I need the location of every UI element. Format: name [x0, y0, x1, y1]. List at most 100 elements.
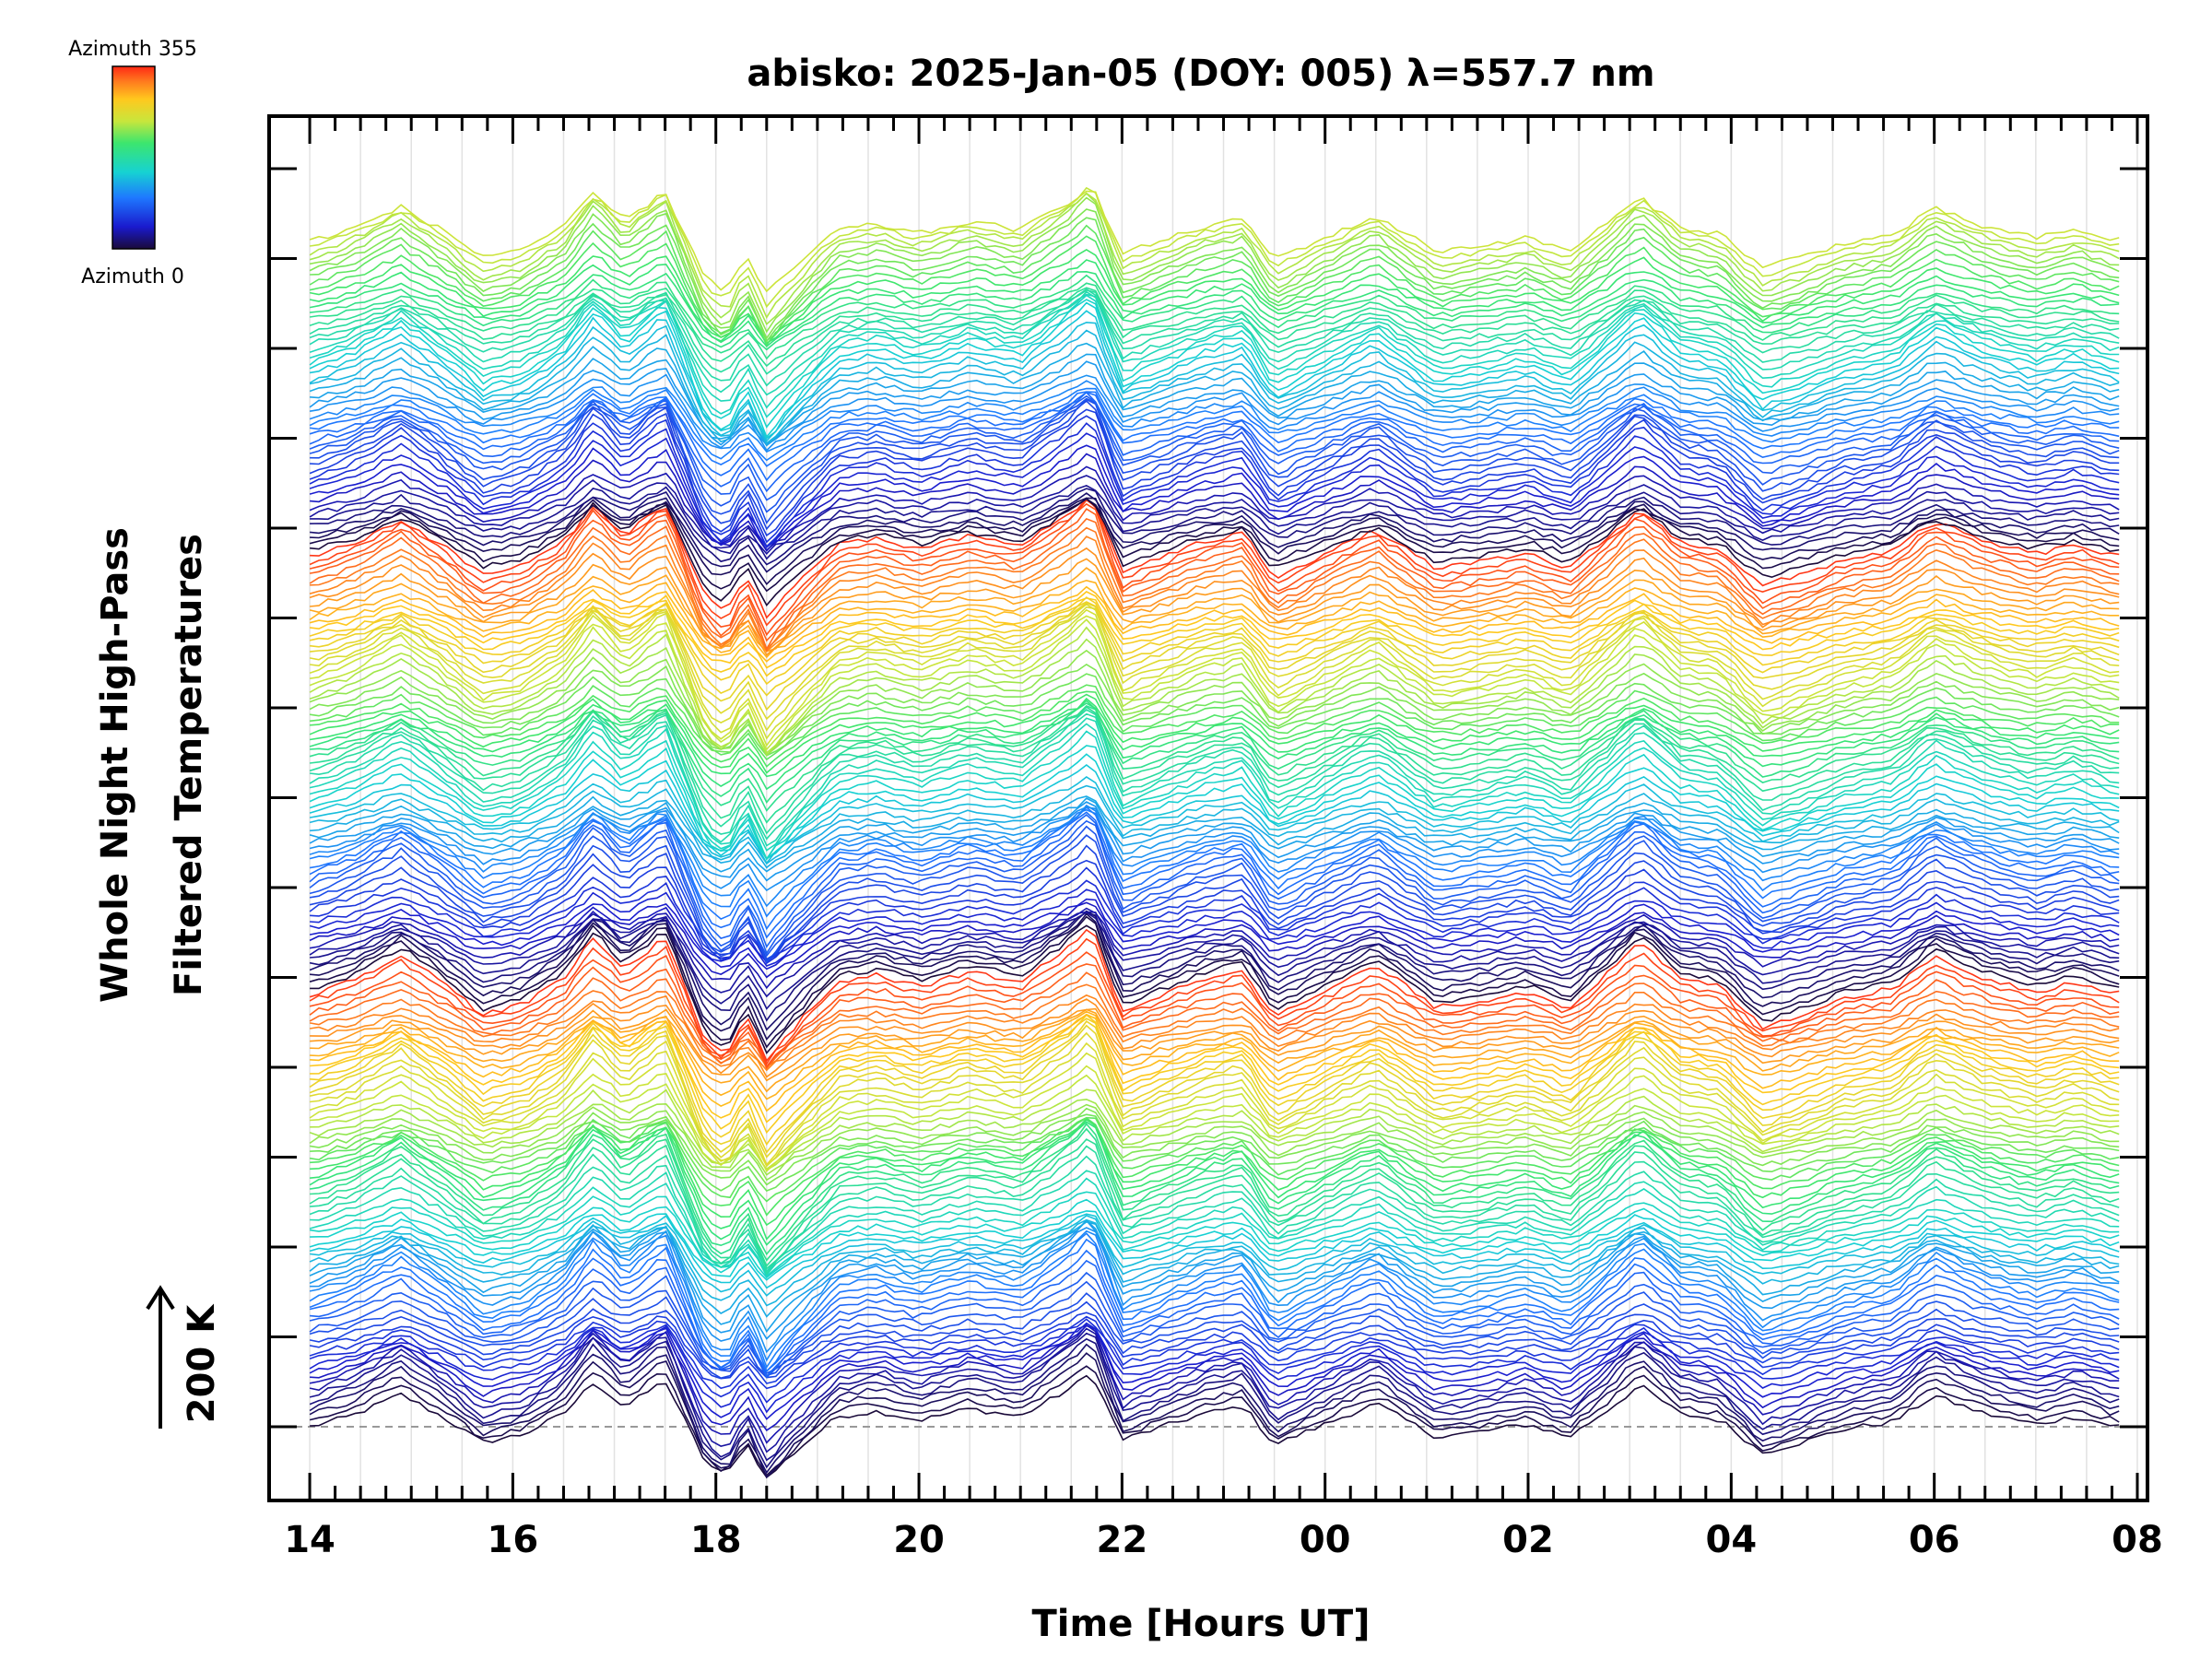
- azimuth-trace: [309, 248, 2120, 347]
- azimuth-trace: [310, 1113, 2120, 1192]
- azimuth-trace: [309, 208, 2120, 340]
- azimuth-trace: [309, 1343, 2120, 1475]
- azimuth-trace: [310, 558, 2120, 656]
- azimuth-trace: [310, 684, 2120, 761]
- colorbar-bottom-label: Azimuth 0: [81, 265, 184, 288]
- azimuth-trace: [309, 196, 2120, 334]
- azimuth-trace: [309, 1219, 2120, 1340]
- azimuth-trace: [310, 1007, 2120, 1082]
- azimuth-trace: [309, 224, 2120, 342]
- azimuth-trace: [309, 235, 2120, 346]
- azimuth-trace: [309, 397, 2120, 513]
- azimuth-trace: [309, 1098, 2120, 1176]
- azimuth-trace: [309, 994, 2120, 1072]
- azimuth-trace: [309, 1232, 2120, 1370]
- azimuth-trace: [309, 422, 2120, 548]
- x-tick-label: 22: [1097, 1519, 1148, 1561]
- azimuth-trace: [309, 1332, 2120, 1462]
- azimuth-trace: [309, 1191, 2120, 1277]
- scale-indicator: 200 K: [146, 1285, 223, 1429]
- azimuth-trace: [309, 535, 2120, 650]
- azimuth-trace: [310, 492, 2120, 573]
- azimuth-trace: [309, 937, 2120, 1065]
- azimuth-trace: [309, 811, 2120, 939]
- azimuth-trace: [309, 391, 2120, 493]
- azimuth-trace: [310, 1041, 2120, 1168]
- azimuth-trace: [309, 1116, 2120, 1203]
- azimuth-trace: [310, 1088, 2120, 1171]
- axis-ticks: [269, 116, 2147, 1500]
- azimuth-trace: [310, 1259, 2120, 1378]
- azimuth-trace: [309, 693, 2120, 774]
- x-axis-label: Time [Hours UT]: [1032, 1603, 1371, 1645]
- azimuth-trace: [310, 1014, 2120, 1124]
- azimuth-trace: [309, 801, 2120, 882]
- azimuth-trace: [309, 907, 2120, 990]
- azimuth-trace: [310, 1117, 2120, 1217]
- traces: [309, 186, 2120, 1479]
- azimuth-trace: [310, 453, 2120, 552]
- azimuth-trace: [309, 415, 2120, 544]
- scale-label: 200 K: [181, 1303, 223, 1423]
- azimuth-trace: [309, 259, 2120, 345]
- azimuth-trace: [309, 844, 2120, 960]
- azimuth-trace: [309, 432, 2120, 548]
- azimuth-trace: [309, 888, 2120, 967]
- azimuth-trace: [309, 321, 2120, 442]
- azimuth-trace: [309, 730, 2120, 861]
- azimuth-trace: [309, 329, 2120, 445]
- azimuth-trace: [309, 1220, 2120, 1318]
- azimuth-trace: [309, 282, 2120, 360]
- azimuth-trace: [309, 1271, 2120, 1379]
- azimuth-trace: [310, 398, 2120, 524]
- azimuth-trace: [309, 1324, 2120, 1444]
- azimuth-trace: [310, 1010, 2120, 1100]
- azimuth-trace: [310, 879, 2120, 963]
- azimuth-trace: [309, 1020, 2120, 1154]
- azimuth-trace: [309, 910, 2120, 1031]
- azimuth-trace: [310, 866, 2120, 965]
- azimuth-trace: [310, 1170, 2120, 1273]
- azimuth-trace: [310, 1227, 2120, 1354]
- azimuth-trace: [309, 915, 2120, 1049]
- azimuth-trace: [309, 784, 2120, 865]
- azimuth-trace: [309, 615, 2120, 747]
- azimuth-trace: [310, 1014, 2120, 1135]
- azimuth-trace: [310, 1324, 2120, 1431]
- azimuth-trace: [310, 1018, 2120, 1147]
- azimuth-trace: [309, 294, 2120, 418]
- azimuth-trace: [309, 1318, 2120, 1404]
- x-tick-label: 04: [1705, 1519, 1757, 1561]
- azimuth-trace: [309, 1103, 2120, 1182]
- x-tick-label: 20: [893, 1519, 945, 1561]
- azimuth-trace: [310, 1118, 2120, 1241]
- x-tick-label: 06: [1909, 1519, 1960, 1561]
- azimuth-trace: [310, 497, 2120, 619]
- azimuth-trace: [310, 1214, 2120, 1297]
- azimuth-trace: [309, 806, 2120, 931]
- chart-title: abisko: 2025-Jan-05 (DOY: 005) λ=557.7 n…: [747, 53, 1654, 95]
- azimuth-trace: [309, 753, 2120, 861]
- x-tick-label: 18: [690, 1519, 742, 1561]
- azimuth-trace: [309, 1218, 2120, 1307]
- azimuth-trace: [309, 1249, 2120, 1373]
- azimuth-trace: [309, 1138, 2120, 1267]
- azimuth-trace: [310, 526, 2120, 653]
- azimuth-trace: [309, 310, 2120, 440]
- scale-arrowhead: [146, 1285, 175, 1311]
- azimuth-trace: [309, 342, 2120, 445]
- azimuth-trace: [309, 971, 2120, 1070]
- azimuth-trace: [309, 391, 2120, 482]
- plot-area: 14 16 18 20 22 00 02 04 06 08: [267, 114, 2163, 1561]
- azimuth-trace: [309, 806, 2120, 892]
- x-tick-label: 08: [2112, 1519, 2163, 1561]
- azimuth-trace: [309, 1315, 2120, 1390]
- x-tick-label: 00: [1300, 1519, 1351, 1561]
- azimuth-trace: [309, 289, 2120, 375]
- azimuth-trace: [309, 983, 2120, 1068]
- colorbar: [112, 65, 156, 250]
- colorbar-top-label: Azimuth 355: [68, 38, 197, 61]
- azimuth-trace: [310, 712, 2120, 841]
- azimuth-trace: [309, 700, 2120, 791]
